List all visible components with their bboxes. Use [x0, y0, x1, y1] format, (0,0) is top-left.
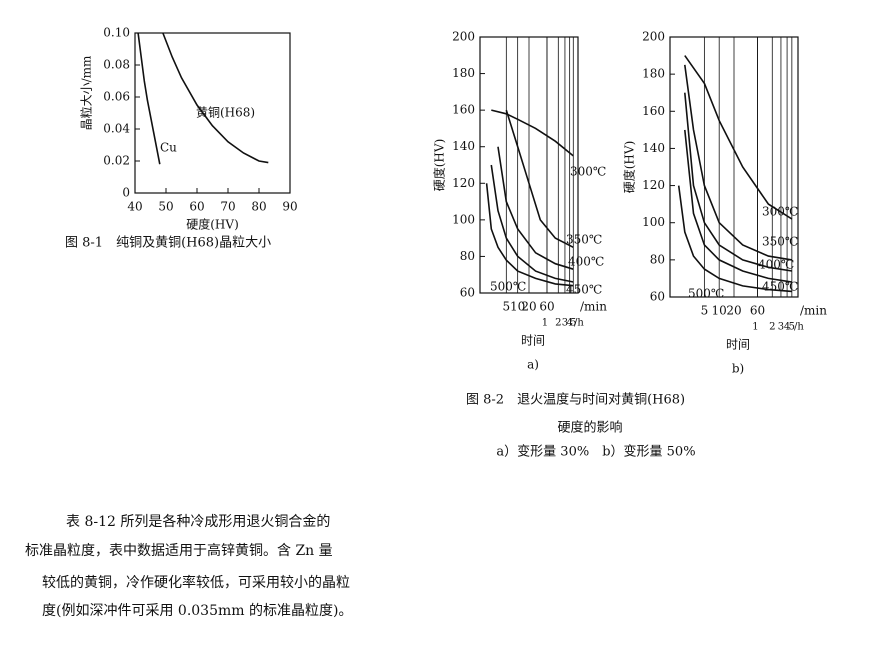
curve [491, 109, 574, 157]
y-tick-label: 0.06 [103, 90, 130, 104]
y-tick-label: 140 [452, 139, 475, 153]
plot-frame [134, 32, 291, 194]
y-tick-label: 200 [452, 30, 475, 44]
panel-label: a) [527, 358, 539, 372]
y-tick-label: 120 [452, 176, 475, 190]
x-tick-label: 20 [521, 300, 536, 314]
x-tick-label: 70 [220, 200, 235, 214]
x-axis-label: 时间 [726, 338, 750, 352]
panel-label: b) [732, 362, 744, 376]
curve [684, 55, 793, 220]
x-unit: /min [580, 300, 607, 314]
curve-label: 500℃ [688, 287, 724, 301]
y-axis-label: 硬度(HV) [622, 141, 637, 194]
y-tick-label: 60 [650, 290, 665, 304]
curve [684, 64, 793, 261]
curve-label: 500℃ [490, 280, 526, 294]
y-tick-label: 80 [460, 249, 475, 263]
x-tick-label: 40 [127, 200, 142, 214]
x-unit: /min [800, 304, 827, 318]
curve [137, 32, 161, 165]
paragraph-line: 表 8-12 所列是各种冷成形用退火铜合金的 [66, 514, 330, 530]
y-tick-label: 100 [642, 215, 665, 229]
x-axis-label: 时间 [521, 334, 545, 348]
curve-label: 黄铜(H68) [196, 105, 255, 120]
y-tick-label: 0.02 [103, 154, 130, 168]
curve-label: 450℃ [566, 283, 602, 297]
y-tick-label: 100 [452, 212, 475, 226]
y-tick-label: 0.04 [103, 122, 130, 136]
x-tick-label: 60 [539, 300, 554, 314]
y-tick-label: 0 [122, 186, 130, 200]
curve [505, 109, 574, 249]
curve [684, 92, 793, 272]
curve-label: 350℃ [762, 235, 798, 249]
x-tick-label: 80 [251, 200, 266, 214]
curve-label: 400℃ [568, 255, 604, 269]
x-unit: /h [794, 322, 804, 333]
x-tick-label: 60 [189, 200, 204, 214]
x-tick-label: 2 [769, 322, 775, 333]
x-tick-label: 1 [752, 322, 758, 333]
y-tick-label: 80 [650, 252, 665, 266]
x-tick-label: 3 [562, 318, 568, 329]
y-tick-label: 0.08 [103, 58, 130, 72]
y-tick-label: 160 [642, 104, 665, 118]
curve [162, 32, 269, 164]
y-tick-label: 0.10 [103, 26, 130, 40]
x-tick-label: 3 [778, 322, 784, 333]
y-tick-label: 60 [460, 286, 475, 300]
paragraph-line: 标准晶粒度，表中数据适用于高锌黄铜。含 Zn 量 [25, 542, 333, 559]
x-tick-label: 10 [712, 304, 727, 318]
curve [485, 183, 574, 287]
curve-label: 350℃ [566, 233, 602, 247]
x-tick-label: 4 [784, 322, 790, 333]
curve [497, 146, 574, 270]
x-tick-label: 2 [555, 318, 561, 329]
x-axis-label: 硬度(HV) [186, 217, 239, 232]
paragraph-line: 较低的黄铜，冷作硬化率较低，可采用较小的晶粒 [42, 574, 350, 591]
curve-label: Cu [160, 141, 177, 155]
curve-label: 300℃ [570, 165, 606, 179]
figure-caption: a）变形量 30% b）变形量 50% [496, 444, 695, 460]
curve [684, 129, 793, 283]
x-tick-label: 5 [503, 300, 511, 314]
curve-label: 450℃ [762, 280, 798, 294]
y-tick-label: 140 [642, 141, 665, 155]
x-tick-label: 5 [570, 318, 576, 329]
curve [677, 185, 792, 293]
y-tick-label: 120 [642, 178, 665, 192]
curve [490, 164, 574, 283]
figure-caption: 图 8-1 纯铜及黄铜(H68)晶粒大小 [65, 236, 271, 251]
y-tick-label: 180 [642, 67, 665, 81]
x-unit: /h [574, 318, 584, 329]
y-tick-label: 160 [452, 103, 475, 117]
x-tick-label: 20 [726, 304, 741, 318]
x-tick-label: 10 [510, 300, 525, 314]
x-tick-label: 60 [750, 304, 765, 318]
y-tick-label: 180 [452, 66, 475, 80]
curve-label: 400℃ [758, 258, 794, 272]
x-tick-label: 5 [789, 322, 795, 333]
paragraph-line: 度(例如深冲件可采用 0.035mm 的标准晶粒度)。 [42, 603, 352, 619]
x-tick-label: 1 [542, 318, 548, 329]
x-tick-label: 4 [566, 318, 572, 329]
y-axis-label: 硬度(HV) [432, 139, 447, 192]
y-tick-label: 200 [642, 30, 665, 44]
curve-label: 300℃ [762, 205, 798, 219]
figure-caption: 图 8-2 退火温度与时间对黄铜(H68) [466, 392, 685, 408]
x-tick-label: 90 [282, 200, 297, 214]
x-tick-label: 5 [701, 304, 709, 318]
figure-caption: 硬度的影响 [557, 420, 622, 436]
y-axis-label: 晶粒大小/mm [79, 55, 94, 130]
x-tick-label: 50 [158, 200, 173, 214]
